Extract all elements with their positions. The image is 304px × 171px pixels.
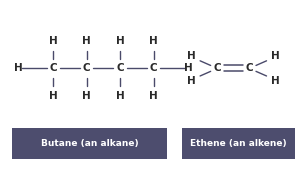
Text: C: C <box>116 63 124 73</box>
Text: H: H <box>49 36 57 46</box>
Text: Ethene (an alkene): Ethene (an alkene) <box>190 139 287 148</box>
Text: Butane (an alkane): Butane (an alkane) <box>41 139 139 148</box>
FancyBboxPatch shape <box>12 128 167 159</box>
Text: H: H <box>187 76 195 86</box>
Text: H: H <box>149 91 158 101</box>
Text: H: H <box>116 91 124 101</box>
Text: H: H <box>14 63 22 73</box>
Text: H: H <box>82 36 91 46</box>
Text: H: H <box>185 63 193 73</box>
Text: H: H <box>82 91 91 101</box>
Text: H: H <box>271 50 280 61</box>
Text: C: C <box>83 63 91 73</box>
Text: H: H <box>116 36 124 46</box>
Text: C: C <box>245 63 253 73</box>
Text: C: C <box>150 63 157 73</box>
Text: H: H <box>49 91 57 101</box>
Text: H: H <box>187 50 195 61</box>
Text: C: C <box>49 63 57 73</box>
Text: H: H <box>149 36 158 46</box>
FancyBboxPatch shape <box>182 128 295 159</box>
Text: C: C <box>213 63 221 73</box>
Text: H: H <box>271 76 280 86</box>
